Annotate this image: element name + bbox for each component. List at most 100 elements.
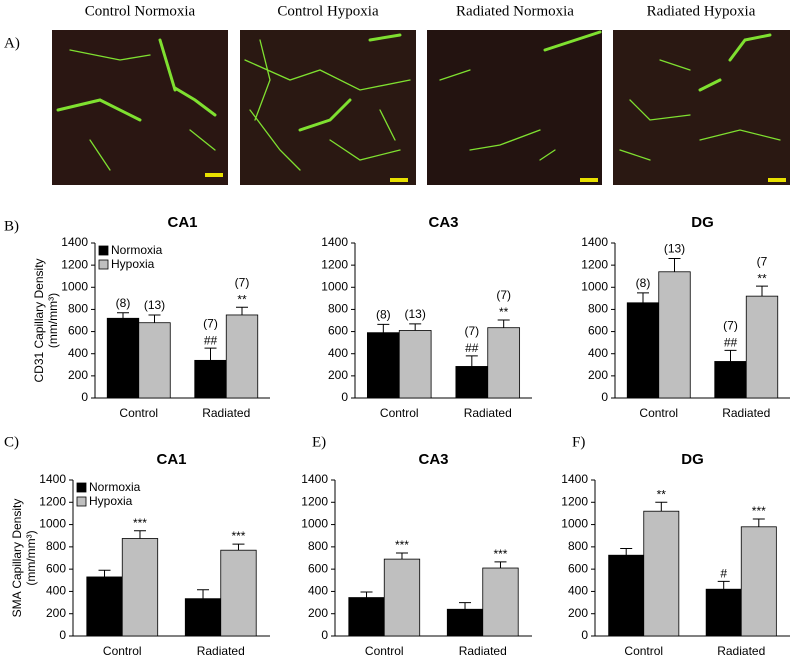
- legend-swatch: [98, 245, 109, 256]
- significance-label: ##: [724, 336, 738, 350]
- bar: [626, 302, 660, 399]
- bar: [220, 549, 257, 637]
- significance-label: ***: [493, 547, 507, 561]
- legend-label: Normoxia: [111, 243, 163, 257]
- bar: [705, 588, 742, 637]
- significance-label: ##: [204, 333, 218, 347]
- error-bar: [620, 548, 633, 556]
- significance-label: **: [757, 271, 767, 285]
- significance-label: ***: [752, 504, 766, 518]
- n-label: (13): [405, 307, 426, 321]
- significance-label: **: [237, 292, 247, 306]
- error-bar: [197, 589, 210, 599]
- x-tick-label: Control: [380, 406, 419, 420]
- legend-label: Hypoxia: [89, 494, 133, 508]
- bar: [121, 538, 159, 637]
- bar: [482, 567, 519, 637]
- bar: [455, 366, 489, 399]
- legend-label: Hypoxia: [111, 257, 155, 271]
- error-bar: [98, 569, 111, 577]
- n-label: (13): [664, 242, 685, 256]
- panel-label: A): [4, 35, 20, 51]
- x-tick-label: Control: [624, 644, 663, 658]
- y-tick-label: 800: [588, 302, 608, 316]
- y-tick-label: 1200: [39, 494, 66, 508]
- y-tick-label: 600: [568, 561, 588, 575]
- error-bar: [395, 552, 408, 560]
- y-tick-label: 400: [588, 346, 608, 360]
- y-tick-label: 1000: [561, 517, 588, 531]
- n-label: (7): [464, 324, 479, 338]
- x-tick-label: Radiated: [464, 406, 512, 420]
- legend-swatch: [76, 496, 87, 507]
- panel-label: E): [312, 434, 326, 450]
- bar: [658, 271, 691, 399]
- y-tick-label: 400: [328, 346, 348, 360]
- x-tick-label: Radiated: [202, 406, 250, 420]
- error-bar: [459, 602, 472, 610]
- y-axis-label: (mm/mm³): [46, 293, 60, 348]
- y-tick-label: 1400: [39, 472, 66, 486]
- y-tick-label: 600: [68, 324, 88, 338]
- image-title: Radiated Hypoxia: [647, 3, 756, 19]
- error-bar: [497, 319, 510, 328]
- bar: [86, 576, 123, 637]
- y-axis-label: SMA Capillary Density: [10, 499, 24, 618]
- y-axis-label: CD31 Capillary Density: [32, 258, 46, 382]
- error-bar: [377, 323, 390, 333]
- error-bar: [465, 355, 478, 367]
- error-bar: [756, 285, 768, 297]
- bar: [194, 359, 227, 399]
- bar: [446, 608, 484, 637]
- panel-label: B): [4, 218, 19, 234]
- significance-label: **: [657, 487, 667, 501]
- n-label: (7): [203, 316, 218, 330]
- y-tick-label: 800: [568, 539, 588, 553]
- image-title: Control Hypoxia: [277, 3, 379, 19]
- n-label: (13): [144, 298, 165, 312]
- y-tick-label: 1200: [561, 494, 588, 508]
- y-tick-label: 600: [46, 561, 66, 575]
- bar: [745, 295, 779, 399]
- y-tick-label: 200: [46, 606, 66, 620]
- y-tick-label: 200: [328, 368, 348, 382]
- y-tick-label: 800: [328, 302, 348, 316]
- x-tick-label: Control: [103, 644, 142, 658]
- y-tick-label: 400: [46, 584, 66, 598]
- y-tick-label: 1200: [301, 494, 328, 508]
- chart-title: CA1: [156, 451, 186, 468]
- legend-label: Normoxia: [89, 480, 141, 494]
- error-bar: [752, 518, 765, 527]
- chart-title: DG: [691, 214, 714, 231]
- bar: [487, 327, 521, 399]
- y-tick-label: 0: [321, 628, 328, 642]
- bar: [138, 322, 171, 399]
- error-bar: [494, 561, 507, 569]
- significance-label: ***: [395, 538, 409, 552]
- n-label: (8): [636, 276, 651, 290]
- error-bar: [724, 349, 737, 362]
- y-tick-label: 400: [68, 346, 88, 360]
- y-tick-label: 600: [588, 324, 608, 338]
- y-tick-label: 1000: [301, 517, 328, 531]
- significance-label: **: [499, 305, 509, 319]
- significance-label: ***: [231, 529, 245, 543]
- chart-title: CA3: [428, 214, 458, 231]
- x-tick-label: Control: [119, 406, 158, 420]
- y-tick-label: 1400: [561, 472, 588, 486]
- n-label: (7: [757, 254, 768, 268]
- significance-label: ***: [133, 516, 147, 530]
- bar: [348, 597, 385, 637]
- error-bar: [655, 501, 668, 512]
- y-tick-label: 1400: [581, 235, 608, 249]
- panel-label: F): [572, 434, 585, 450]
- y-tick-label: 800: [308, 539, 328, 553]
- x-tick-label: Control: [365, 644, 404, 658]
- y-tick-label: 1200: [321, 257, 348, 271]
- bar: [184, 598, 222, 637]
- bar: [740, 526, 777, 637]
- y-tick-label: 0: [341, 390, 348, 404]
- y-tick-label: 200: [308, 606, 328, 620]
- chart-title: CA3: [418, 451, 448, 468]
